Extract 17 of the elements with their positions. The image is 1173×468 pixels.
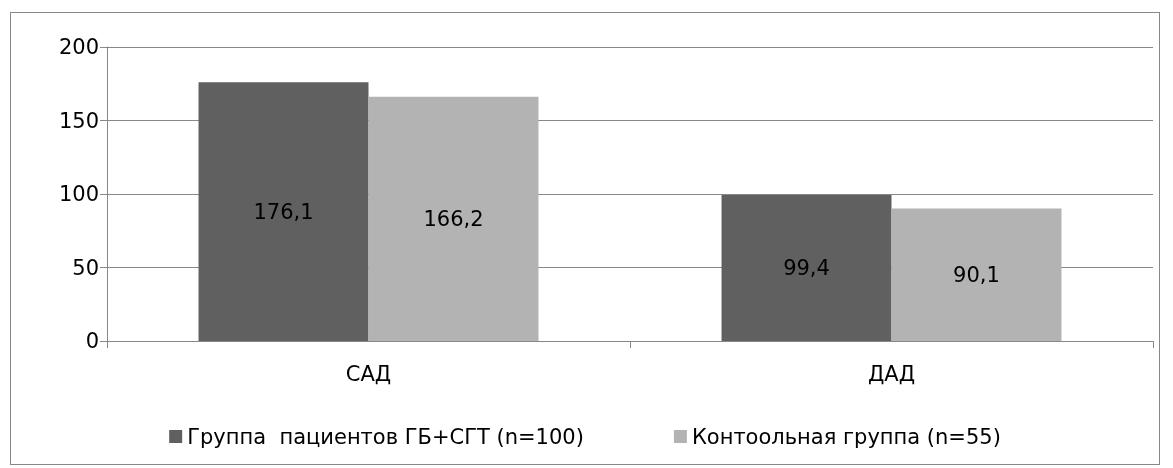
bar	[721, 194, 892, 341]
data-label: 166,2	[423, 206, 484, 231]
x-tick-label: ДАД	[867, 361, 916, 386]
bar	[198, 82, 369, 341]
legend-label: Контоольная группа (n=55)	[691, 424, 1001, 449]
y-tick-label: 100	[58, 182, 99, 206]
y-tick-label: 200	[58, 35, 99, 59]
data-label: 90,1	[953, 262, 1000, 287]
x-tick-label: САД	[345, 361, 392, 386]
bar	[368, 96, 539, 341]
y-tick-label: 0	[85, 329, 99, 353]
data-label: 176,1	[253, 199, 314, 224]
y-tick-label: 150	[58, 108, 99, 133]
legend-label: Группа пациентов ГБ+СГТ (n=100)	[187, 424, 584, 449]
bar	[891, 208, 1062, 341]
data-label: 99,4	[783, 255, 830, 280]
y-tick-label: 50	[72, 255, 99, 280]
